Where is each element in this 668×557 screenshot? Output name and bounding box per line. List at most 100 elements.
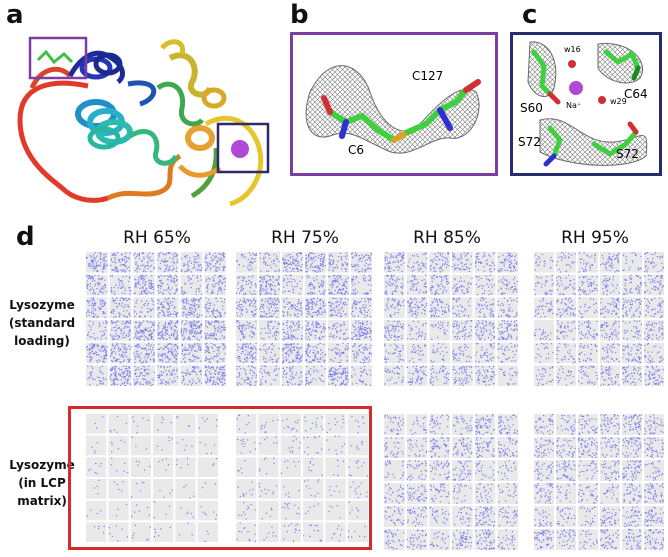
hit-spot <box>291 304 293 306</box>
hit-spot <box>343 288 345 290</box>
hit-spot <box>140 278 142 280</box>
hit-spot <box>139 360 141 362</box>
hit-spot <box>317 358 319 360</box>
hit-spot <box>250 302 252 304</box>
hit-spot <box>264 361 266 363</box>
hit-spot <box>162 328 164 330</box>
hit-spot <box>512 291 514 293</box>
hit-spot <box>216 260 218 262</box>
hit-spot <box>345 369 347 371</box>
hit-spot <box>183 311 185 313</box>
hit-spot <box>489 255 491 257</box>
hit-spot <box>248 276 250 278</box>
hit-spot <box>250 282 252 284</box>
hit-spot <box>195 252 197 254</box>
hit-spot <box>332 379 334 381</box>
hit-spot <box>250 261 252 263</box>
hit-spot <box>212 347 214 349</box>
hit-spot <box>240 325 242 327</box>
hit-spot <box>292 261 294 263</box>
hit-spot <box>140 275 142 277</box>
hit-spot <box>364 271 366 273</box>
panel-letter-d: d <box>16 222 35 252</box>
hit-spot <box>114 379 116 381</box>
hit-spot <box>127 320 129 322</box>
hit-spot <box>259 286 262 289</box>
hit-spot <box>104 348 106 350</box>
hit-spot <box>293 278 295 281</box>
hit-spot <box>121 280 123 282</box>
hit-spot <box>293 263 295 265</box>
hit-spot <box>208 277 210 279</box>
hit-spot <box>335 286 338 288</box>
hit-spot <box>305 360 307 362</box>
hit-spot <box>265 372 267 374</box>
hit-spot <box>283 348 285 350</box>
hit-spot <box>460 280 463 282</box>
hit-spot <box>145 359 147 361</box>
hit-spot <box>361 335 363 337</box>
hit-spot <box>438 286 440 288</box>
hit-spot <box>143 332 145 334</box>
hit-spot <box>205 297 207 299</box>
hit-spot <box>367 309 369 311</box>
hit-spot <box>189 373 192 375</box>
hit-spot <box>249 291 251 293</box>
hit-spot <box>291 371 293 373</box>
hit-spot <box>480 285 483 287</box>
hit-spot <box>247 345 249 347</box>
hit-spot <box>272 359 274 361</box>
hit-spot <box>445 263 447 265</box>
hit-spot <box>190 330 192 332</box>
hit-spot <box>301 257 303 259</box>
hit-spot <box>319 378 321 380</box>
hit-spot <box>251 377 253 380</box>
hit-spot <box>447 252 449 255</box>
hit-spot <box>323 323 325 325</box>
hit-spot <box>169 305 171 307</box>
hit-spot <box>323 276 325 278</box>
hit-spot <box>89 263 92 265</box>
hit-spot <box>197 280 199 282</box>
hit-spot <box>207 288 209 290</box>
hit-spot <box>340 289 342 291</box>
hit-spot <box>312 323 314 325</box>
hit-spot <box>116 378 118 380</box>
hit-spot <box>273 378 275 381</box>
grid-cell <box>133 342 155 364</box>
hit-spot <box>440 267 442 269</box>
hit-spot <box>174 292 176 294</box>
hit-spot <box>175 357 177 360</box>
hit-spot <box>127 305 129 308</box>
hit-spot <box>222 329 225 331</box>
hit-spot <box>487 259 489 261</box>
hit-spot <box>267 302 269 304</box>
hit-spot <box>338 371 340 374</box>
hit-spot <box>347 348 349 350</box>
hit-spot <box>122 337 124 339</box>
hit-spot <box>503 258 506 260</box>
hit-spot <box>197 357 199 359</box>
hit-spot <box>323 303 325 305</box>
hit-spot <box>125 275 127 277</box>
hit-spot <box>144 368 146 370</box>
hit-spot <box>342 284 344 286</box>
hit-spot <box>260 290 262 292</box>
hit-spot <box>307 308 309 310</box>
hit-spot <box>263 278 266 280</box>
hit-spot <box>158 374 160 376</box>
hit-spot <box>217 372 219 374</box>
hit-spot <box>311 324 313 326</box>
hit-spot <box>447 253 449 255</box>
hit-spot <box>191 321 193 323</box>
hit-spot <box>322 380 324 383</box>
hit-spot <box>167 252 170 254</box>
hit-spot <box>271 358 273 360</box>
hit-spot <box>139 268 141 270</box>
hit-spot <box>205 257 208 259</box>
hit-spot <box>172 370 174 372</box>
hit-spot <box>172 280 174 282</box>
hit-spot <box>288 353 290 355</box>
hit-spot <box>142 276 144 279</box>
hit-spot <box>414 275 416 277</box>
